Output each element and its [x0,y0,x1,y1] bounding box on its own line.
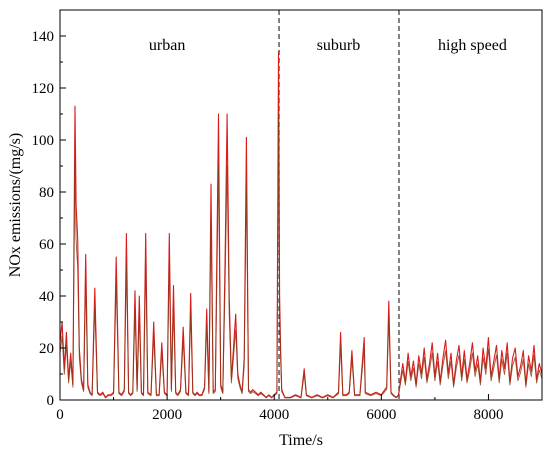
y-tick-label: 60 [39,237,54,253]
y-tick-label: 40 [39,289,54,305]
x-tick-label: 6000 [366,407,396,423]
region-label: high speed [438,37,507,54]
x-tick-label: 4000 [259,407,289,423]
x-axis-title: Time/s [279,432,323,449]
plot-frame [59,9,543,401]
y-axis-title: NOx emissions/(mg/s) [7,133,24,277]
series-layer [59,51,543,399]
series-line-secondary [59,113,543,399]
x-tick-label: 2000 [152,407,182,423]
y-tick-label: 20 [39,341,54,357]
x-tick-label: 8000 [473,407,503,423]
series-line-primary [59,51,543,398]
y-tick-label: 0 [47,393,55,409]
x-axis-ticks: 0 2000 4000 6000 8000 [56,394,503,423]
region-labels: urban suburb high speed [149,37,507,54]
y-tick-label: 100 [32,133,55,149]
region-dividers [278,10,400,400]
y-tick-label: 140 [32,29,55,45]
x-tick-label: 0 [56,407,64,423]
y-tick-label: 120 [32,81,55,97]
y-tick-label: 80 [39,185,54,201]
region-label: suburb [317,37,361,54]
region-label: urban [149,37,185,54]
y-axis-ticks: 0 20 40 60 80 100 120 140 [32,29,66,409]
